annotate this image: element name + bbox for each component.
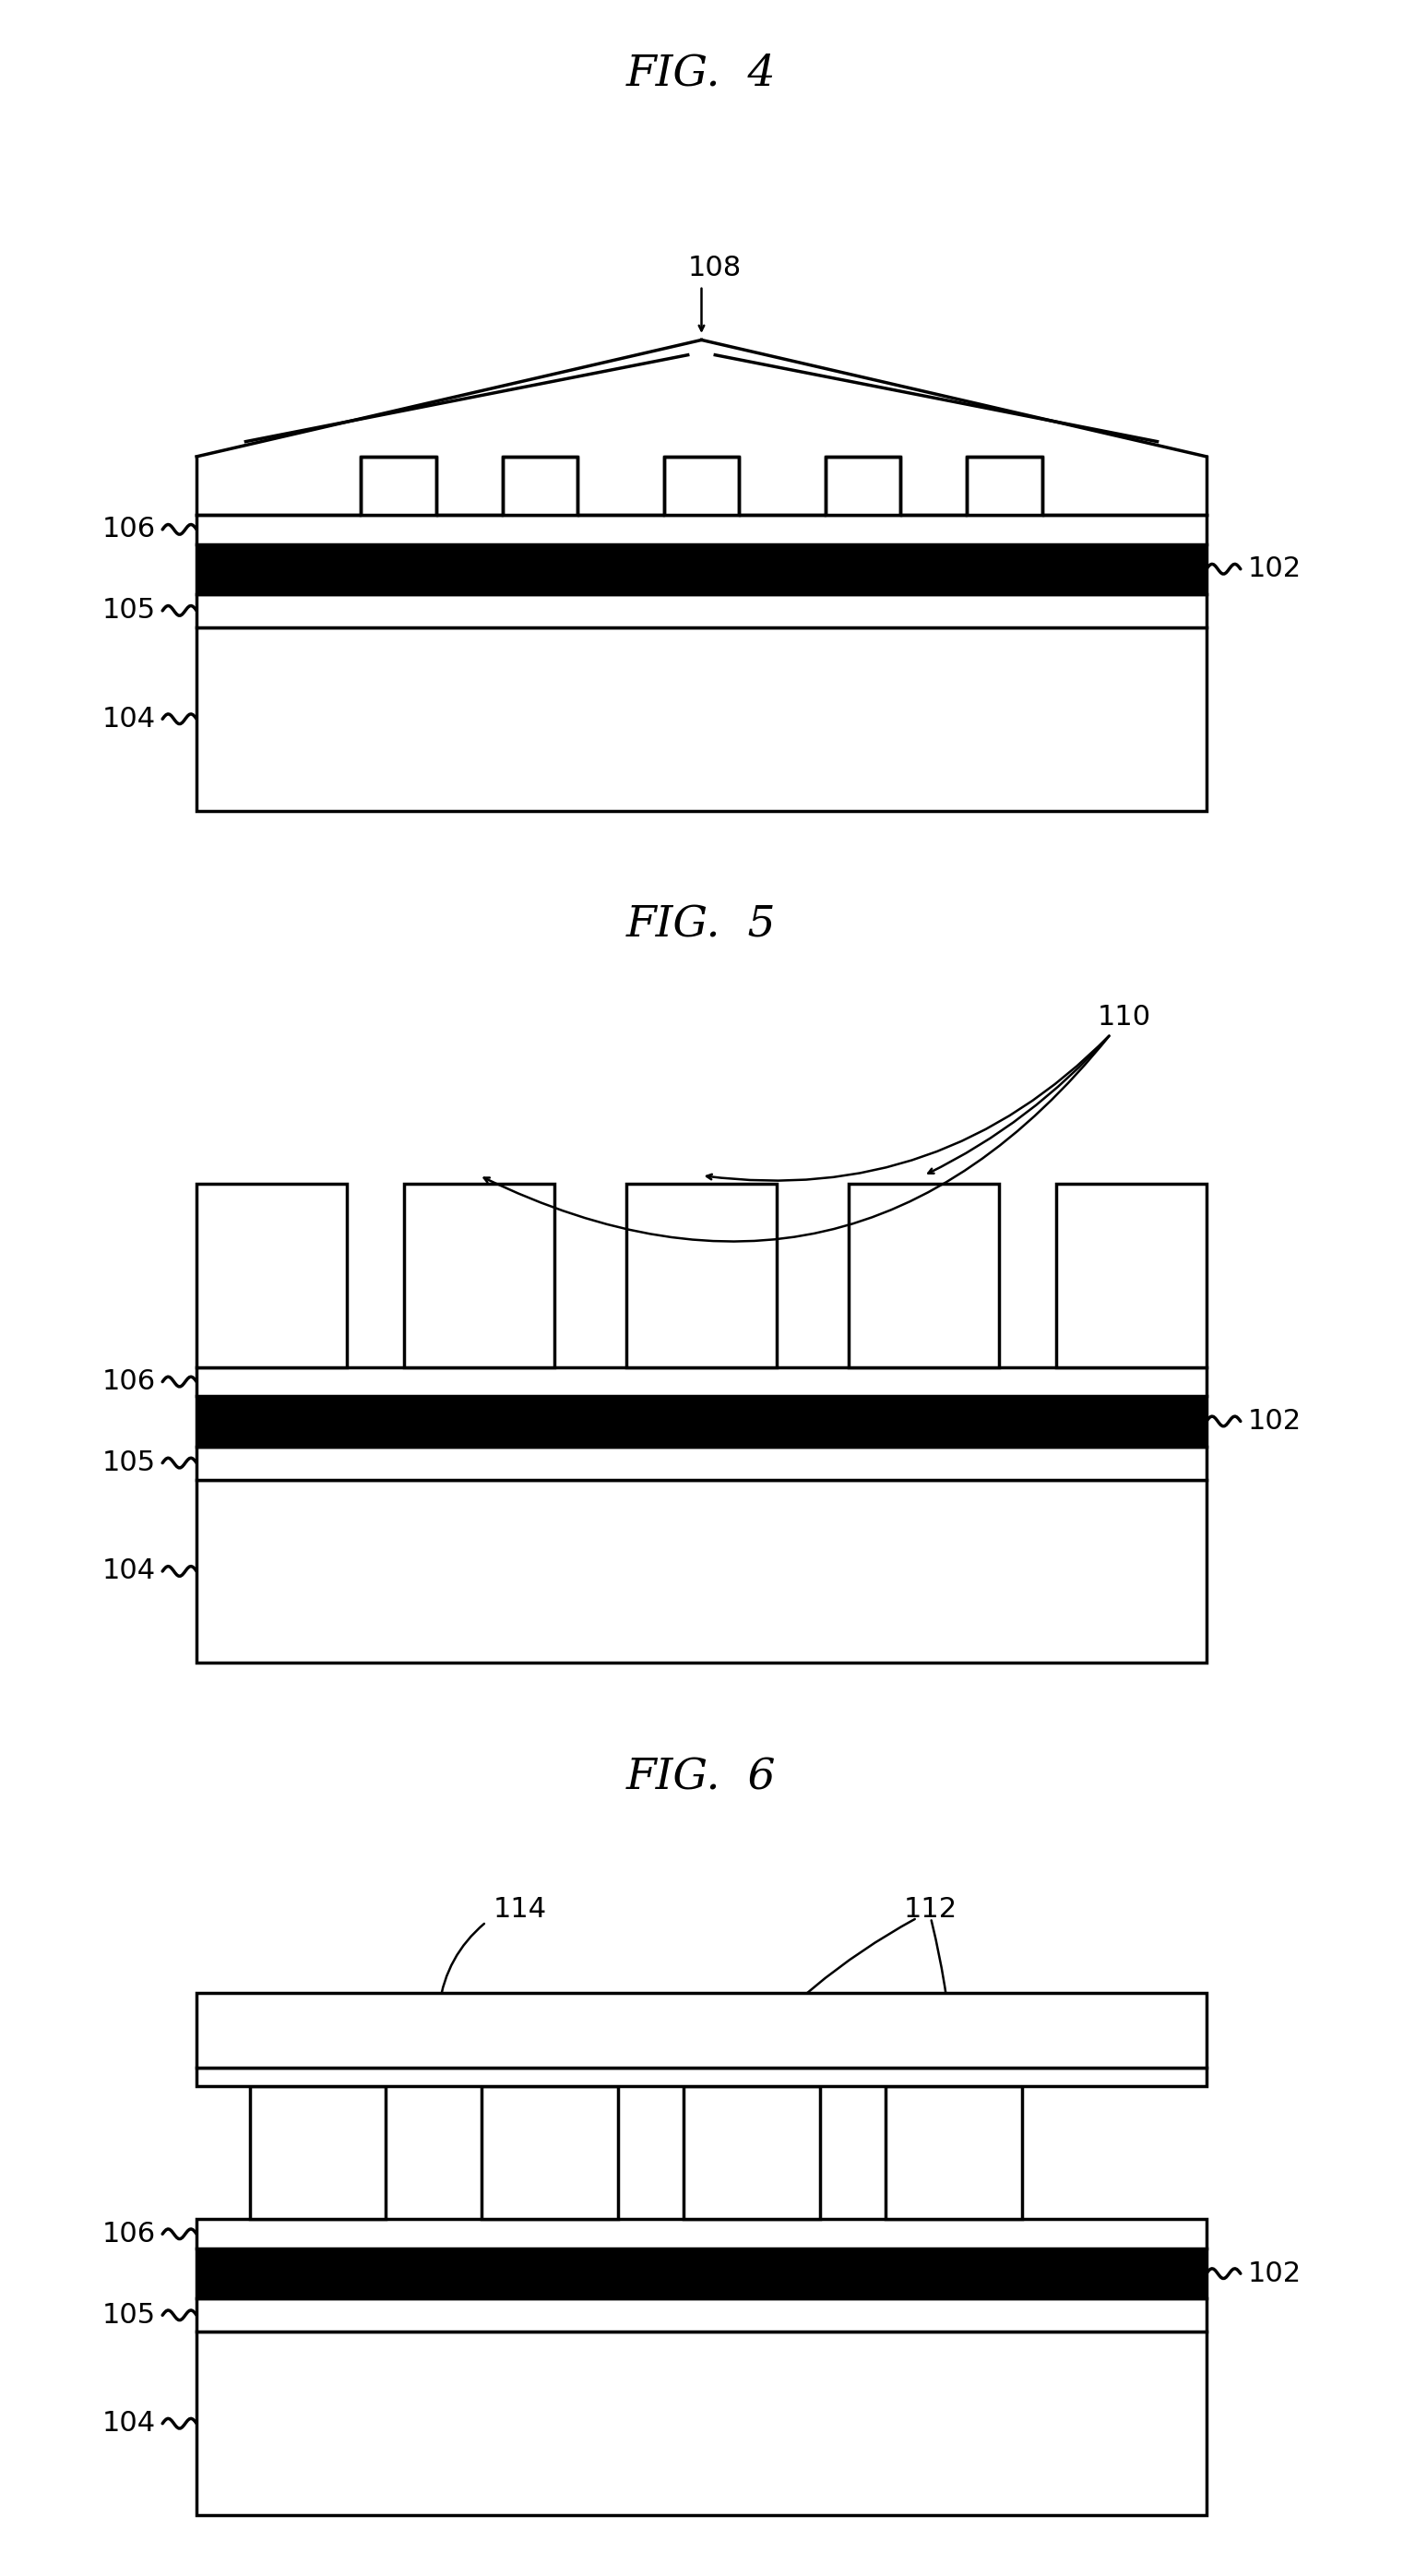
Text: 114: 114 (492, 1896, 547, 1922)
Bar (196, 2249, 1207, 2298)
Text: FIG.  5: FIG. 5 (627, 904, 776, 945)
Bar (196, 2221, 1207, 2249)
Text: 102: 102 (1247, 2259, 1301, 2287)
Text: 102: 102 (1247, 556, 1301, 582)
Text: 104: 104 (102, 2411, 156, 2437)
Bar (196, 1185, 347, 1368)
Text: FIG.  4: FIG. 4 (627, 52, 776, 95)
Bar (196, 595, 1207, 629)
Text: 112: 112 (904, 1896, 957, 1922)
Bar (481, 2087, 619, 2221)
Bar (683, 2087, 821, 2221)
Bar (250, 2087, 386, 2221)
Text: 106: 106 (102, 515, 156, 544)
Text: 104: 104 (102, 706, 156, 732)
Bar (502, 456, 578, 515)
Bar (885, 2087, 1023, 2221)
Bar (196, 2331, 1207, 2514)
Text: 106: 106 (102, 1368, 156, 1396)
Bar (627, 1185, 776, 1368)
Text: 104: 104 (102, 1558, 156, 1584)
Text: FIG.  6: FIG. 6 (627, 1757, 776, 1798)
Bar (361, 456, 436, 515)
Text: 106: 106 (102, 2221, 156, 2246)
Bar (196, 1994, 1207, 2069)
Bar (196, 544, 1207, 595)
Text: 110: 110 (1097, 1005, 1150, 1030)
Bar (849, 1185, 999, 1368)
Text: 102: 102 (1247, 1409, 1301, 1435)
Text: 105: 105 (102, 2303, 156, 2329)
Bar (825, 456, 901, 515)
Bar (196, 1396, 1207, 1445)
Bar (196, 1445, 1207, 1479)
Text: 105: 105 (102, 1450, 156, 1476)
Bar (664, 456, 739, 515)
Bar (196, 629, 1207, 811)
Bar (967, 456, 1042, 515)
Bar (196, 515, 1207, 544)
Bar (404, 1185, 554, 1368)
Text: 108: 108 (689, 255, 742, 281)
Bar (196, 2069, 1207, 2087)
Bar (196, 2298, 1207, 2331)
Bar (196, 1368, 1207, 1396)
Bar (1056, 1185, 1207, 1368)
Text: 105: 105 (102, 598, 156, 623)
Bar (196, 1479, 1207, 1664)
